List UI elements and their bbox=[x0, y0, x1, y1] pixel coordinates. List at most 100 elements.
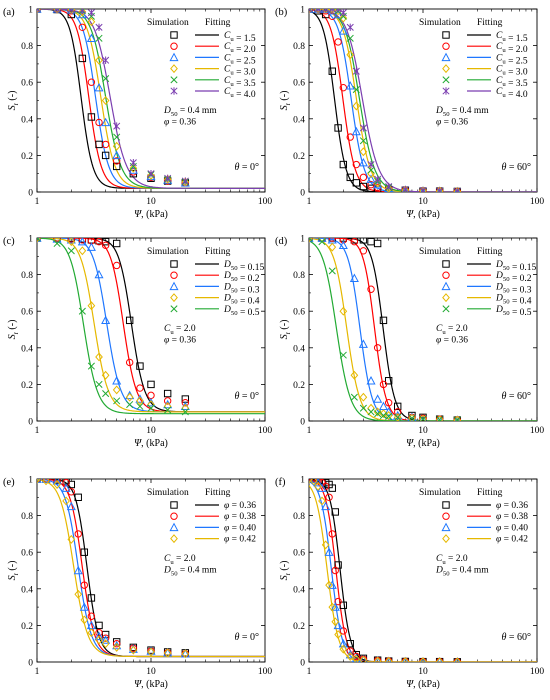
data-point bbox=[67, 9, 76, 15]
data-point bbox=[321, 501, 331, 511]
y-tick-label: 0.2 bbox=[21, 152, 33, 162]
data-point bbox=[129, 159, 137, 167]
y-axis-label-group: Sr (-) bbox=[7, 320, 20, 340]
data-point bbox=[309, 9, 313, 13]
data-point bbox=[367, 285, 375, 293]
data-point bbox=[328, 67, 336, 75]
data-point bbox=[339, 306, 348, 316]
data-point bbox=[101, 635, 111, 644]
data-point bbox=[346, 652, 355, 661]
legend-marker bbox=[442, 260, 450, 268]
legend-header-simulation: Simulation bbox=[147, 488, 189, 498]
data-point bbox=[419, 414, 427, 421]
data-point bbox=[101, 117, 111, 127]
data-point bbox=[330, 602, 340, 611]
data-point bbox=[435, 415, 444, 421]
data-point bbox=[87, 17, 96, 27]
legend-header-simulation: Simulation bbox=[419, 18, 461, 28]
data-point bbox=[454, 186, 461, 192]
angle-label: θ = 60° bbox=[501, 632, 531, 643]
data-point bbox=[338, 240, 348, 250]
y-tick-label: 0.8 bbox=[293, 512, 305, 522]
fit-line-0.5 bbox=[37, 238, 265, 415]
y-tick-label: 1 bbox=[28, 6, 33, 16]
legend-marker bbox=[442, 534, 450, 544]
x-tick-label: 1 bbox=[35, 667, 40, 677]
x-tick-label: 100 bbox=[258, 197, 273, 207]
data-point bbox=[334, 630, 342, 640]
y-tick-label: 0.8 bbox=[293, 42, 305, 52]
data-point bbox=[181, 177, 190, 187]
data-point bbox=[419, 415, 427, 421]
fit-line-0.36 bbox=[309, 479, 537, 662]
y-tick-label: 0.4 bbox=[21, 585, 33, 595]
data-point bbox=[181, 399, 190, 407]
data-point bbox=[163, 397, 172, 405]
y-axis-label: Sr (-) bbox=[279, 91, 292, 111]
data-point bbox=[101, 140, 110, 149]
y-tick-label: 0 bbox=[28, 418, 33, 428]
data-point bbox=[87, 362, 95, 370]
legend-marker bbox=[170, 501, 178, 509]
data-point bbox=[454, 415, 461, 421]
legend-label: φ = 0.38 bbox=[224, 512, 256, 522]
data-point bbox=[384, 377, 393, 385]
y-tick-label: 0 bbox=[300, 659, 305, 669]
data-point bbox=[147, 391, 155, 400]
data-point bbox=[78, 9, 86, 14]
data-point bbox=[402, 656, 409, 662]
data-point bbox=[359, 147, 368, 157]
data-point bbox=[79, 602, 89, 611]
data-point bbox=[86, 33, 96, 42]
data-point bbox=[125, 392, 134, 402]
legend-label: D50 = 0.2 bbox=[223, 271, 260, 284]
y-tick-label: 0.6 bbox=[21, 308, 33, 318]
data-point bbox=[67, 9, 76, 15]
data-point bbox=[453, 416, 461, 421]
y-axis-label-group: Sr (-) bbox=[7, 91, 20, 111]
data-point bbox=[136, 362, 144, 370]
data-point bbox=[453, 186, 462, 192]
x-tick-label: 10 bbox=[146, 426, 156, 436]
y-axis-label-group: Sr (-) bbox=[279, 561, 292, 581]
data-point bbox=[78, 23, 87, 31]
data-point bbox=[112, 239, 121, 248]
y-tick-label: 0.6 bbox=[293, 549, 305, 559]
data-point bbox=[359, 655, 368, 662]
data-point bbox=[346, 640, 354, 648]
panel-label: (a) bbox=[3, 7, 15, 18]
data-point bbox=[419, 186, 427, 192]
data-point bbox=[359, 173, 368, 182]
panel-a: 0 0.2 0.4 0.6 0.8 1 1 10 100 Ψ, (kPa) Sr (-) (a) Sim… bbox=[3, 6, 273, 221]
data-point bbox=[366, 375, 376, 385]
data-point bbox=[86, 242, 96, 251]
data-point bbox=[374, 656, 381, 662]
x-tick-label: 10 bbox=[418, 197, 428, 207]
angle-label: θ = 0° bbox=[234, 632, 259, 643]
data-point bbox=[393, 412, 402, 421]
data-point bbox=[435, 657, 444, 662]
data-point bbox=[331, 566, 339, 575]
data-point bbox=[87, 78, 96, 86]
data-point bbox=[333, 9, 343, 19]
data-point bbox=[102, 389, 110, 398]
data-point bbox=[367, 180, 375, 189]
data-point bbox=[147, 647, 155, 657]
legend-header-simulation: Simulation bbox=[419, 247, 461, 257]
fit-line-0.42 bbox=[309, 485, 537, 662]
legend-header-fitting: Fitting bbox=[205, 247, 231, 257]
data-point bbox=[333, 620, 343, 630]
data-point bbox=[125, 316, 134, 325]
legend-marker bbox=[442, 76, 450, 84]
data-point bbox=[419, 414, 427, 421]
data-point bbox=[436, 656, 443, 662]
y-axis-label: Sr (-) bbox=[279, 320, 292, 340]
data-point bbox=[164, 406, 172, 414]
y-tick-label: 0.6 bbox=[21, 549, 33, 559]
legend-header-fitting: Fitting bbox=[205, 18, 231, 28]
data-point bbox=[379, 409, 388, 419]
data-point bbox=[147, 170, 155, 178]
data-point bbox=[334, 124, 342, 132]
